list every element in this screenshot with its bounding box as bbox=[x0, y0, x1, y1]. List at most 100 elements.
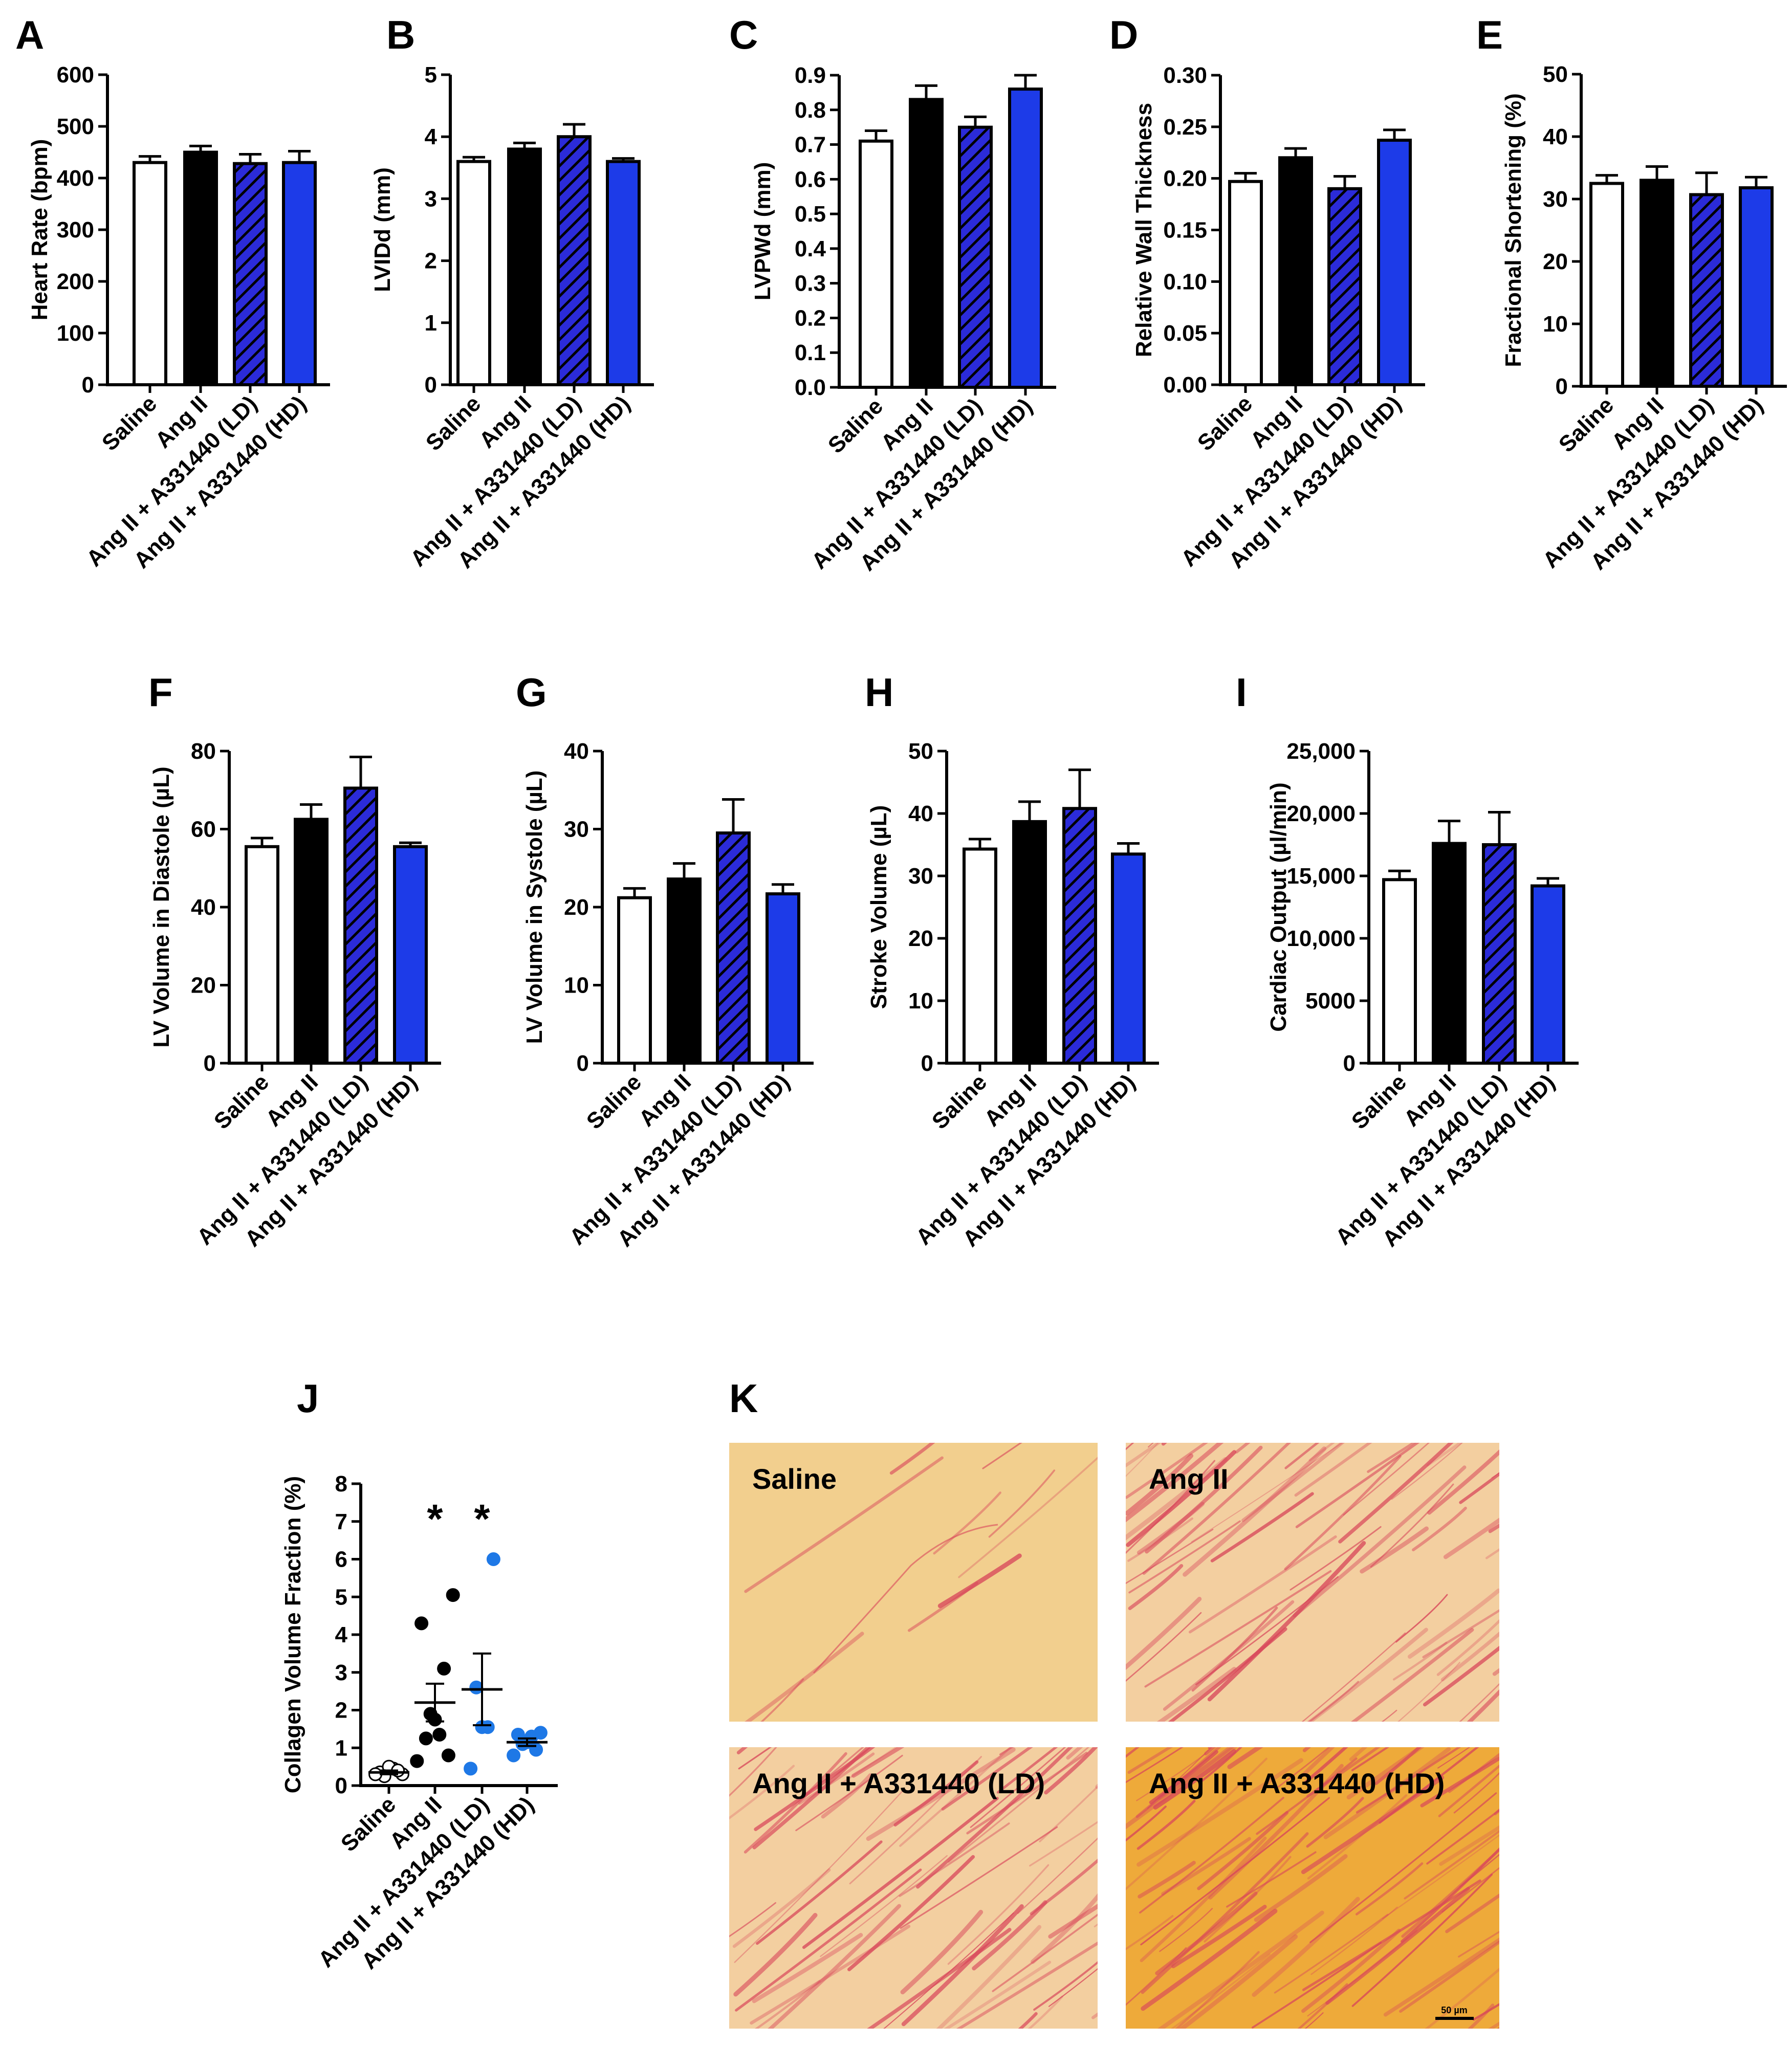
y-tick-label: 0.1 bbox=[795, 340, 826, 365]
y-tick-label: 40 bbox=[908, 801, 933, 826]
bar bbox=[1228, 180, 1263, 386]
collagen-fiber bbox=[1440, 1631, 1499, 1682]
collagen-fiber bbox=[1207, 1541, 1366, 1702]
x-category-label: Saline bbox=[823, 393, 888, 458]
y-tick-label: 60 bbox=[191, 817, 216, 842]
panel-letter: E bbox=[1476, 12, 1503, 57]
y-tick-label: 30 bbox=[908, 864, 933, 889]
data-point bbox=[441, 1748, 455, 1763]
collagen-fiber bbox=[1126, 1596, 1202, 1670]
panel-a: A 0 100 200 300 400 500 600 Heart Rate (bpm) Sali… bbox=[15, 12, 330, 573]
collagen-fiber bbox=[1254, 1854, 1348, 1922]
y-tick-label: 0.8 bbox=[795, 98, 826, 123]
collagen-fiber bbox=[1491, 1472, 1499, 1479]
y-tick-label: 0.25 bbox=[1163, 115, 1207, 140]
collagen-fiber bbox=[1530, 1850, 1659, 1967]
collagen-fiber bbox=[1241, 1443, 1345, 1522]
collagen-fiber bbox=[1170, 1953, 1271, 2029]
bar bbox=[958, 125, 993, 389]
panel-letter: F bbox=[148, 670, 173, 715]
collagen-fiber bbox=[1304, 2012, 1324, 2029]
collagen-fiber bbox=[1126, 1915, 1174, 1950]
collagen-fiber bbox=[1397, 1662, 1460, 1722]
collagen-fiber bbox=[1275, 1747, 1330, 1790]
image-label: Ang II + A331440 (HD) bbox=[1149, 1767, 1445, 1799]
collagen-fiber bbox=[1018, 2012, 1038, 2029]
collagen-fiber bbox=[1188, 1535, 1337, 1634]
y-tick-label: 50 bbox=[1543, 62, 1568, 87]
collagen-fiber bbox=[729, 1765, 795, 1820]
panel-i: I 0 5000 10,000 15,000 20,000 25,000 Cardiac Ou… bbox=[1236, 670, 1579, 1251]
y-tick-label: 300 bbox=[57, 217, 94, 243]
bar bbox=[1278, 156, 1313, 386]
collagen-fiber bbox=[899, 1822, 1010, 1897]
collagen-fiber bbox=[847, 1855, 975, 1971]
y-tick-label: 0 bbox=[425, 372, 437, 398]
y-tick-label: 0 bbox=[1556, 374, 1568, 399]
y-tick-label: 2 bbox=[335, 1698, 347, 1723]
y-tick-label: 100 bbox=[57, 321, 94, 346]
collagen-fiber bbox=[1033, 1961, 1098, 2011]
collagen-fiber bbox=[1161, 1837, 1251, 1896]
panel-d: D 0.00 0.05 0.10 0.15 0.20 0.25 0.30 Relative Wa… bbox=[1109, 12, 1425, 573]
collagen-fiber bbox=[1306, 1797, 1364, 1848]
collagen-fiber bbox=[729, 1902, 776, 1938]
collagen-fiber bbox=[1148, 1443, 1154, 1448]
collagen-fiber bbox=[1156, 1666, 1237, 1722]
collagen-fiber bbox=[1514, 1373, 1611, 1443]
collagen-fiber bbox=[958, 1457, 1098, 1578]
collagen-fiber bbox=[866, 1747, 1016, 1841]
collagen-fiber bbox=[1302, 1879, 1481, 1991]
y-axis-label: LV Volume in Systole (µL) bbox=[522, 771, 547, 1044]
collagen-fiber bbox=[738, 1747, 772, 1770]
collagen-fiber bbox=[1140, 1836, 1267, 1963]
collagen-fiber bbox=[1459, 1854, 1499, 1888]
y-axis-label: Cardiac Output (µl/min) bbox=[1266, 782, 1291, 1031]
collagen-fiber bbox=[1141, 1832, 1309, 1994]
collagen-fiber bbox=[1308, 1443, 1335, 1462]
collagen-fiber bbox=[1351, 1628, 1474, 1722]
y-tick-label: 0.5 bbox=[795, 202, 826, 227]
collagen-fiber bbox=[752, 1933, 863, 2004]
collagen-fiber bbox=[1127, 1747, 1173, 1774]
bar bbox=[1012, 820, 1047, 1065]
collagen-fiber bbox=[1284, 1455, 1402, 1571]
y-tick-label: 30 bbox=[1543, 187, 1568, 212]
collagen-fiber bbox=[760, 1678, 804, 1722]
collagen-fiber bbox=[1301, 1632, 1406, 1722]
y-tick-label: 20 bbox=[564, 895, 589, 920]
collagen-fiber bbox=[1178, 1934, 1298, 2029]
bar bbox=[1640, 179, 1674, 388]
y-tick-label: 500 bbox=[57, 114, 94, 139]
bar bbox=[1327, 187, 1362, 386]
bar bbox=[766, 892, 800, 1065]
collagen-fiber bbox=[1284, 1443, 1320, 1469]
collagen-fiber bbox=[1458, 1930, 1499, 1958]
y-tick-label: 10,000 bbox=[1286, 926, 1356, 951]
image-label: Ang II + A331440 (LD) bbox=[752, 1767, 1045, 1799]
collagen-fiber bbox=[944, 1961, 1052, 2029]
x-category-label: Saline bbox=[927, 1069, 992, 1134]
collagen-fiber bbox=[1252, 1897, 1360, 1997]
collagen-fiber bbox=[1161, 1443, 1167, 1446]
collagen-fiber bbox=[1514, 1397, 1683, 1545]
y-tick-label: 80 bbox=[191, 739, 216, 764]
collagen-fiber bbox=[1423, 1645, 1499, 1707]
collagen-fiber bbox=[1531, 1847, 1703, 1999]
collagen-fiber bbox=[1301, 1747, 1335, 1777]
y-axis-label: Stroke Volume (µL) bbox=[866, 805, 891, 1009]
collagen-fiber bbox=[1157, 1747, 1238, 1800]
bar bbox=[859, 139, 893, 389]
y-tick-label: 10 bbox=[908, 988, 933, 1014]
y-tick-label: 5000 bbox=[1305, 988, 1356, 1014]
collagen-fiber bbox=[1507, 1999, 1619, 2046]
panel-c: C 0.0 0.1 0.2 0.3 0.4 0.5 0.6 0.7 0.8 0.9 LVPWd (mm… bbox=[729, 12, 1056, 576]
collagen-fiber bbox=[1459, 1683, 1499, 1722]
y-axis-label: LVPWd (mm) bbox=[750, 162, 775, 301]
collagen-fiber bbox=[1505, 1755, 1704, 1877]
y-tick-label: 20 bbox=[1543, 249, 1568, 274]
collagen-fiber bbox=[1140, 1797, 1330, 1946]
y-tick-label: 7 bbox=[335, 1509, 347, 1534]
collagen-fiber bbox=[1293, 1465, 1467, 1618]
